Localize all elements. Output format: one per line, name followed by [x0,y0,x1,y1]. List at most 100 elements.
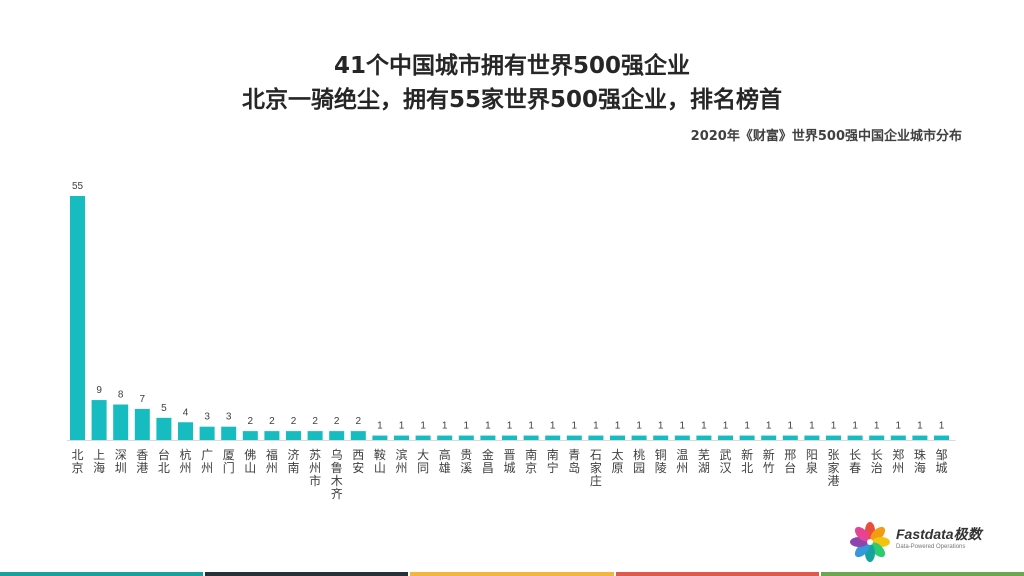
bar [307,431,323,440]
x-tick-label: 上海 [93,448,105,475]
x-tick-label: 桃园 [633,447,645,475]
x-tick-label: 贵溪 [460,448,472,475]
flower-logo-icon [850,522,890,562]
x-tick-label: 福州 [266,447,278,475]
bar [696,435,712,440]
bar-value-label: 1 [658,421,664,432]
bar [221,426,237,440]
x-tick-label: 长治 [871,448,883,475]
x-tick-label: 珠海 [914,448,926,475]
bar [847,435,863,440]
bar-value-label: 1 [572,421,578,432]
bar-value-label: 1 [485,421,491,432]
bar-value-label: 9 [96,385,102,396]
x-tick-label: 厦门 [223,448,235,475]
bar-value-label: 1 [852,421,858,432]
x-tick-label: 邹城 [935,448,947,475]
bar-value-label: 2 [291,416,297,427]
bar [890,435,906,440]
bar-value-label: 8 [118,390,124,401]
bar [329,431,345,440]
bar-value-label: 5 [161,403,167,414]
bar-value-label: 1 [788,421,794,432]
bottom-bar-segment [615,572,819,576]
x-tick-label: 南宁 [547,447,559,475]
bar [113,404,129,440]
x-tick-label: 深圳 [115,448,127,475]
bar [782,435,798,440]
x-tick-label: 阳泉 [806,448,818,475]
bar-value-label: 1 [464,421,470,432]
x-tick-label: 晋城 [503,448,515,475]
bar-value-label: 2 [248,416,254,427]
bar-value-label: 1 [528,421,534,432]
bottom-bar-segment [0,572,204,576]
bar-value-label: 1 [874,421,880,432]
bar-value-label: 1 [593,421,599,432]
bar [134,408,150,440]
bar [458,435,474,440]
logo-name: Fastdata极数 [896,526,982,542]
bar [199,426,215,440]
x-tick-label: 郑州 [892,447,904,475]
bar [372,435,388,440]
x-tick-label: 新竹 [763,447,775,475]
bar-value-label: 3 [226,412,232,423]
x-tick-label: 杭州 [179,447,191,475]
bar-value-label: 1 [550,421,556,432]
bar [286,431,301,440]
x-tick-label: 石家庄 [590,448,602,488]
bar-value-label: 1 [701,421,707,432]
x-tick-label: 鞍山 [374,447,386,475]
bar-value-label: 1 [809,421,815,432]
bar [70,196,85,440]
bar-value-label: 2 [269,416,275,427]
x-tick-label: 台北 [158,447,170,475]
x-tick-label: 大同 [417,448,429,475]
bar-value-label: 1 [766,421,772,432]
x-tick-label: 铜陵 [655,447,667,475]
x-tick-label: 南京 [525,447,537,475]
x-tick-label: 佛山 [244,448,256,475]
bar [869,435,885,440]
x-tick-label: 苏州市 [309,448,321,488]
bar-value-label: 1 [377,421,383,432]
bar [242,431,258,440]
bar-value-label: 1 [723,421,729,432]
x-tick-label: 邢台 [784,448,796,475]
bar-value-label: 4 [183,407,189,418]
bar [502,435,517,440]
bar-value-label: 1 [420,421,426,432]
bar [610,435,625,440]
bar [264,431,280,440]
bar [91,400,107,440]
chart-headline: 北京一骑绝尘，拥有55家世界500强企业，排名榜首 [241,87,783,113]
bar-value-label: 1 [442,421,448,432]
bar-value-label: 1 [680,421,686,432]
bar [718,435,733,440]
x-tick-label: 济南 [287,447,299,475]
bottom-bar-segment [820,572,1024,576]
x-tick-label: 高雄 [439,447,451,475]
bar-value-label: 1 [831,421,837,432]
x-tick-label: 温州 [676,448,688,475]
bar [523,435,539,440]
bar-value-label: 1 [939,421,945,432]
x-tick-label: 北京 [71,448,83,475]
bar-value-label: 2 [356,416,362,427]
bar [826,435,841,440]
bar [545,435,561,440]
bottom-bar-segment [410,572,614,576]
bar [480,435,496,440]
bar [912,435,928,440]
bottom-color-bar [0,572,1024,576]
bar [415,435,431,440]
x-tick-label: 广州 [201,448,213,475]
chart-title: 41个中国城市拥有世界500强企业 [333,53,691,79]
bar [653,435,669,440]
bar-value-label: 3 [204,412,210,423]
bar-value-label: 2 [334,416,340,427]
bar-value-label: 1 [744,421,750,432]
x-tick-label: 武汉 [719,448,731,475]
